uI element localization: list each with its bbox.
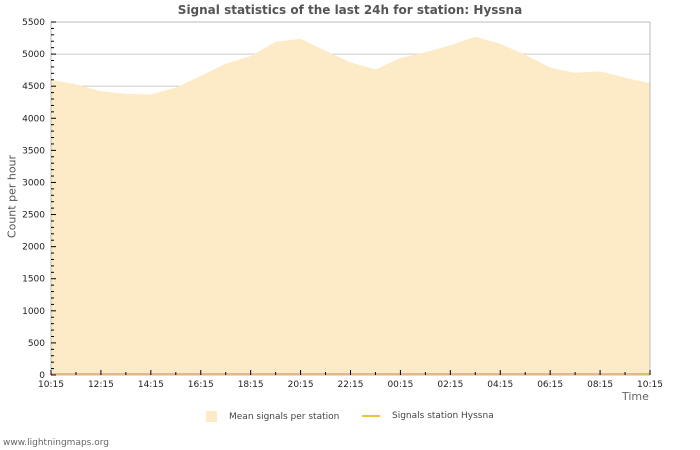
y-tick-labels: 0 500 1000 1500 2000 2500 3000 3500 4000 4500 5000… xyxy=(22,18,45,381)
legend-label-station: Signals station Hyssna xyxy=(392,411,494,421)
axes xyxy=(50,21,651,376)
svg-text:5000: 5000 xyxy=(22,50,45,60)
svg-text:2000: 2000 xyxy=(22,243,45,253)
legend-item-station: Signals station Hyssna xyxy=(362,411,494,421)
svg-text:5500: 5500 xyxy=(22,18,45,28)
svg-text:2500: 2500 xyxy=(22,211,45,221)
svg-text:0: 0 xyxy=(39,371,45,381)
svg-text:3000: 3000 xyxy=(22,178,45,188)
svg-text:16:15: 16:15 xyxy=(188,380,214,390)
svg-text:3500: 3500 xyxy=(22,146,45,156)
svg-text:00:15: 00:15 xyxy=(387,380,413,390)
mean-signals-area xyxy=(51,36,650,376)
svg-text:18:15: 18:15 xyxy=(238,380,264,390)
svg-text:02:15: 02:15 xyxy=(437,380,463,390)
svg-text:14:15: 14:15 xyxy=(138,380,164,390)
svg-text:4500: 4500 xyxy=(22,82,45,92)
area-swatch-icon xyxy=(206,411,217,422)
svg-text:12:15: 12:15 xyxy=(88,380,114,390)
svg-text:22:15: 22:15 xyxy=(338,380,364,390)
line-swatch-icon xyxy=(362,415,380,417)
legend-item-mean: Mean signals per station xyxy=(206,411,339,422)
svg-text:06:15: 06:15 xyxy=(537,380,563,390)
svg-text:1000: 1000 xyxy=(22,307,45,317)
x-tick-labels: 10:15 12:15 14:15 16:15 18:15 20:15 22:15 00:15… xyxy=(38,380,663,390)
svg-text:1500: 1500 xyxy=(22,275,45,285)
svg-text:500: 500 xyxy=(28,339,45,349)
svg-text:08:15: 08:15 xyxy=(587,380,613,390)
svg-text:10:15: 10:15 xyxy=(38,380,64,390)
svg-text:04:15: 04:15 xyxy=(487,380,513,390)
footer-credit: www.lightningmaps.org xyxy=(3,438,109,448)
legend: Mean signals per station Signals station… xyxy=(0,411,700,427)
x-axis-label: Time xyxy=(622,390,649,403)
chart-title: Signal statistics of the last 24h for st… xyxy=(177,3,523,17)
svg-text:20:15: 20:15 xyxy=(288,380,314,390)
svg-text:10:15: 10:15 xyxy=(637,380,663,390)
svg-text:4000: 4000 xyxy=(22,114,45,124)
legend-label-mean: Mean signals per station xyxy=(229,411,340,422)
